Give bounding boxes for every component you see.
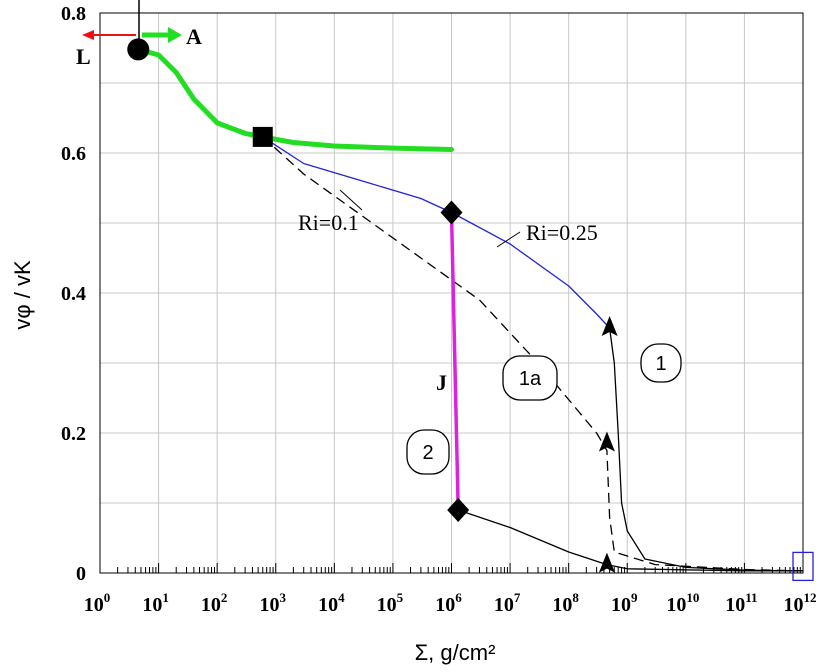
bubble-1-outline bbox=[640, 343, 682, 383]
marker-triangle bbox=[598, 552, 615, 573]
marker-square bbox=[252, 126, 273, 147]
y-tick-label: 0 bbox=[76, 563, 86, 585]
label-L: L bbox=[76, 44, 91, 69]
label-ri01: Ri=0.1 bbox=[298, 210, 359, 235]
y-tick-label: 0.4 bbox=[61, 283, 86, 305]
x-tick-label: 106 bbox=[435, 590, 462, 616]
marker-triangle bbox=[598, 431, 615, 452]
bubble-1a-outline bbox=[502, 355, 558, 401]
x-tick-label: 102 bbox=[201, 590, 228, 616]
bubble-2-label: 2 bbox=[422, 442, 433, 464]
leader-ri01 bbox=[339, 189, 363, 211]
label-J: J bbox=[436, 370, 447, 395]
arrow-L-head bbox=[82, 30, 94, 40]
x-tick-label: 108 bbox=[552, 590, 579, 616]
x-tick-labels: 100 101 102 103 104 105 106 107 108 109 1010 1011 10… bbox=[84, 590, 817, 616]
y-tick-label: 0.2 bbox=[61, 423, 86, 445]
x-tick-label: 103 bbox=[260, 590, 287, 616]
x-tick-label: 101 bbox=[142, 590, 169, 616]
leader-ri025 bbox=[496, 231, 521, 248]
series-lines bbox=[135, 46, 804, 572]
bubble-1-label: 1 bbox=[655, 353, 666, 375]
x-tick-label: 107 bbox=[494, 590, 521, 616]
series-branch-1 bbox=[608, 327, 804, 572]
y-tick-label: 0.6 bbox=[61, 143, 86, 165]
y-axis-label: vφ / vK bbox=[10, 260, 35, 330]
label-A: A bbox=[186, 24, 202, 49]
series-jump-J bbox=[449, 210, 460, 512]
x-axis-label: Σ, g/cm² bbox=[415, 640, 496, 665]
series-green bbox=[135, 46, 454, 152]
bubble-2-outline bbox=[406, 429, 450, 475]
label-ri025: Ri=0.25 bbox=[526, 220, 598, 245]
arrow-A-head bbox=[168, 27, 182, 43]
x-tick-label: 1012 bbox=[784, 590, 817, 616]
annotations: L A J Ri=0.1 Ri=0.25 1 1a 2 bbox=[76, 0, 682, 475]
x-tick-label: 100 bbox=[84, 590, 111, 616]
x-tick-label: 1011 bbox=[725, 590, 757, 616]
x-tick-label: 105 bbox=[377, 590, 404, 616]
y-tick-labels: 0 0.2 0.4 0.6 0.8 bbox=[61, 3, 86, 585]
y-tick-label: 0.8 bbox=[61, 3, 86, 25]
marker-open-square bbox=[792, 551, 814, 582]
marker-diamond bbox=[440, 200, 463, 225]
x-tick-label: 104 bbox=[318, 590, 345, 616]
grid bbox=[99, 12, 804, 574]
marker-circle bbox=[127, 38, 150, 61]
bubble-1a-label: 1a bbox=[519, 368, 542, 390]
marker-diamond bbox=[447, 498, 470, 522]
series-ri01 bbox=[262, 136, 804, 572]
x-tick-label: 109 bbox=[611, 590, 638, 616]
marker-triangle bbox=[601, 316, 618, 336]
markers bbox=[127, 38, 814, 582]
x-tick-label: 1010 bbox=[666, 590, 699, 616]
